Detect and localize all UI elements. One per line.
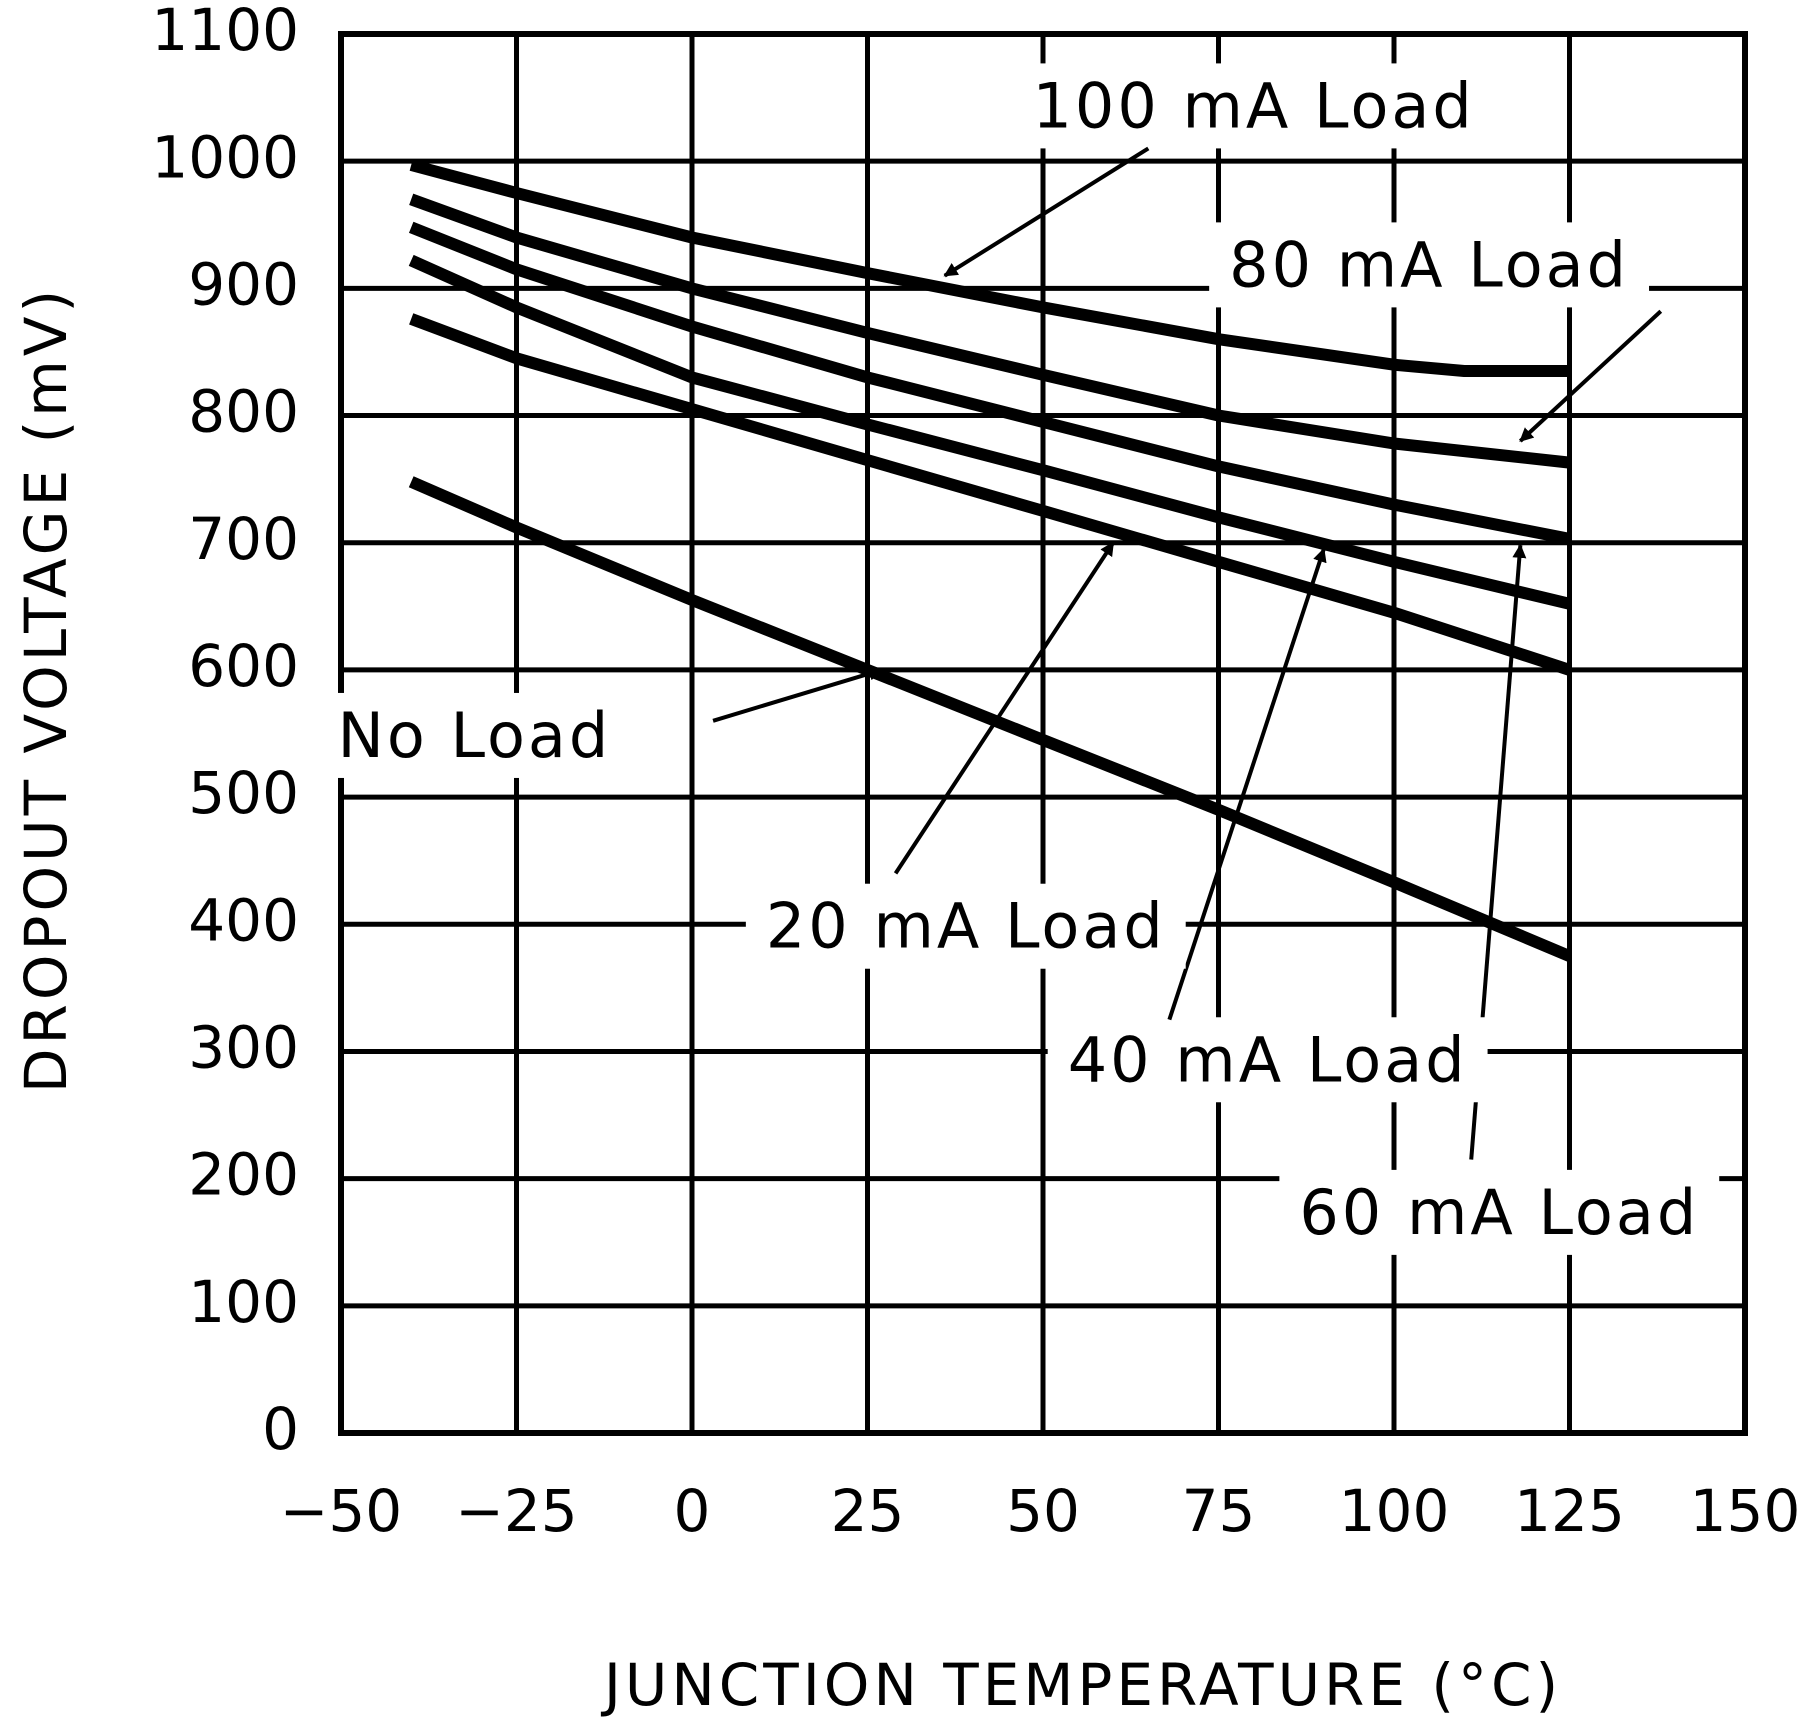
axis-titles: JUNCTION TEMPERATURE (°C) DROPOUT VOLTAG… (12, 286, 1562, 1719)
series-line-40-ma-load (408, 254, 1571, 610)
series-annotations: 100 mA Load 80 mA Load 60 mA Load 40 mA Loa… (317, 63, 1720, 1255)
y-tick-label: 700 (188, 505, 299, 573)
y-tick-label: 500 (188, 759, 299, 827)
x-tick-label: 75 (1182, 1477, 1256, 1545)
y-tick-label: 800 (188, 378, 299, 446)
label-background-20-ma-load (745, 883, 1186, 969)
y-tick-label: 1000 (151, 123, 299, 191)
y-tick-label: 100 (188, 1268, 299, 1336)
series-line-60-ma-load (408, 221, 1571, 545)
series-line-no-load (408, 476, 1572, 962)
label-background-100-ma-load (1012, 63, 1495, 149)
y-tick-label: 400 (188, 886, 299, 954)
y-tick-label: 300 (188, 1014, 299, 1082)
tick-labels: −50 −25 0 25 50 75 100 125 150 0 100 200 300 400 500 60… (151, 0, 1800, 1545)
label-background-no-load (317, 692, 632, 778)
series-label-20-ma-load: 20 mA Load (766, 890, 1166, 963)
x-tick-label: 100 (1339, 1477, 1450, 1545)
x-tick-label: 125 (1514, 1477, 1625, 1545)
series-lines (408, 159, 1572, 962)
series-label-80-ma-load: 80 mA Load (1229, 228, 1629, 301)
x-tick-label: 150 (1690, 1477, 1801, 1545)
y-tick-label: 1100 (151, 0, 299, 64)
series-label-no-load: No Load (337, 699, 611, 772)
series-label-40-ma-load: 40 mA Load (1068, 1023, 1468, 1096)
x-tick-label: 25 (831, 1477, 905, 1545)
series-line-100-ma-load (409, 159, 1570, 377)
series-line-20-ma-load (409, 313, 1572, 676)
x-tick-label: −50 (280, 1477, 402, 1545)
x-tick-label: −25 (455, 1477, 577, 1545)
y-tick-label: 200 (188, 1141, 299, 1209)
annotation-arrow-100-ma-load (943, 146, 1150, 278)
x-tick-label: 50 (1006, 1477, 1080, 1545)
annotation-arrow-no-load (712, 666, 883, 723)
series-label-60-ma-load: 60 mA Load (1299, 1176, 1699, 1249)
series-label-100-ma-load: 100 mA Load (1032, 69, 1474, 142)
y-tick-label: 900 (188, 250, 299, 318)
label-background-60-ma-load (1279, 1169, 1720, 1255)
label-background-80-ma-load (1209, 222, 1650, 308)
annotation-arrow-20-ma-load (893, 541, 1115, 875)
y-tick-label: 600 (188, 632, 299, 700)
y-tick-label: 0 (262, 1395, 299, 1463)
label-background-40-ma-load (1047, 1017, 1488, 1103)
annotation-arrow-40-ma-load (1167, 547, 1327, 1021)
x-axis-title: JUNCTION TEMPERATURE (°C) (601, 1651, 1562, 1719)
annotation-arrow-80-ma-load (1519, 309, 1663, 443)
y-axis-title: DROPOUT VOLTAGE (mV) (12, 286, 80, 1093)
series-line-80-ma-load (409, 193, 1571, 469)
x-tick-label: 0 (674, 1477, 711, 1545)
